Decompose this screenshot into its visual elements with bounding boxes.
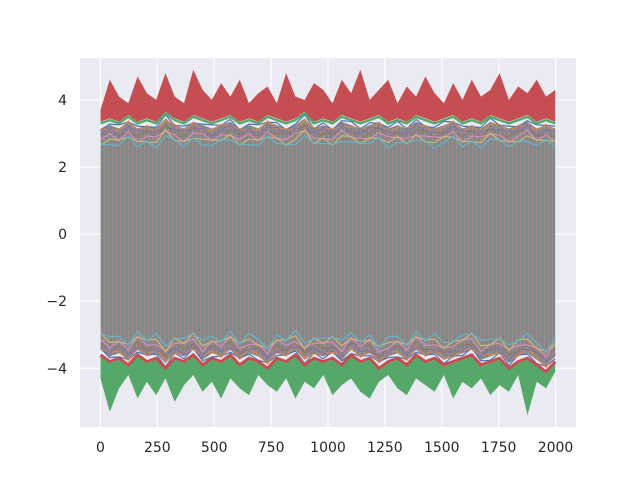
- x-tick-label: 1750: [481, 440, 517, 456]
- lower-envelope-series: [100, 356, 556, 416]
- upper-fringe-line: [100, 134, 556, 150]
- x-tick-label: 500: [201, 440, 228, 456]
- dense-series-band: [100, 118, 556, 367]
- y-tick-label: −2: [46, 294, 67, 310]
- upper-band-series: [100, 111, 556, 125]
- x-tick-label: 1000: [310, 440, 346, 456]
- upper-fringe-line: [100, 123, 556, 138]
- y-tick-label: 4: [58, 93, 67, 109]
- x-tick-label: 250: [144, 440, 171, 456]
- lower-band-series: [99, 352, 557, 374]
- data-marks: [99, 69, 557, 416]
- lower-fringe-line: [100, 341, 556, 363]
- lower-fringe-line: [100, 329, 556, 354]
- y-tick-label: 2: [58, 160, 67, 176]
- x-axis: 0 250 500 750 1000 1250 1500 1750 2000: [96, 440, 573, 456]
- x-tick-label: 750: [258, 440, 285, 456]
- upper-fringe-line: [100, 129, 556, 144]
- x-tick-label: 2000: [538, 440, 574, 456]
- upper-envelope-series: [100, 69, 556, 122]
- x-tick-label: 1250: [367, 440, 403, 456]
- x-tick-label: 0: [96, 440, 105, 456]
- y-tick-label: −4: [46, 361, 67, 377]
- x-tick-label: 1500: [424, 440, 460, 456]
- y-axis: −4 −2 0 2 4: [46, 93, 67, 377]
- lower-fringe-line: [100, 335, 556, 358]
- y-tick-label: 0: [58, 227, 67, 243]
